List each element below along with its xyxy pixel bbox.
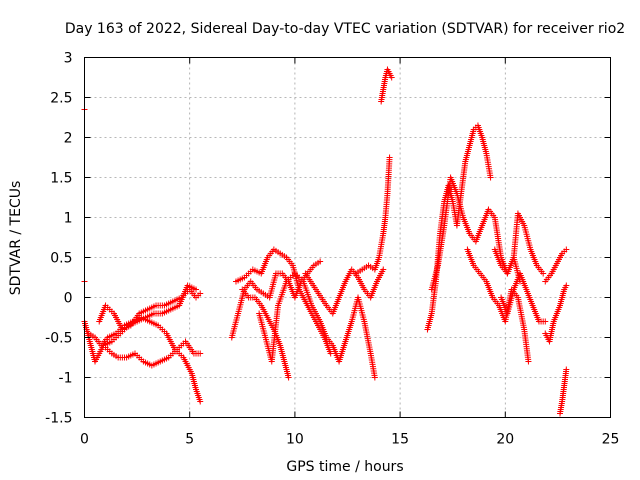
- data-point: [563, 246, 570, 253]
- series-arc-16: [498, 270, 549, 325]
- series-arc-14: [464, 246, 532, 365]
- x-axis-ticks: 0 5 10 15 20 25: [80, 57, 620, 448]
- data-point: [563, 282, 570, 289]
- y-axis-ticks: -1.5 -1 -0.5 0 0.5 1 1.5 2 2.5 3: [45, 51, 611, 427]
- series-arc-2: [85, 314, 204, 405]
- y-tick-label: 3: [64, 51, 73, 67]
- data-point: [542, 318, 549, 325]
- grid-lines: [84, 57, 611, 418]
- y-tick-label: -1: [59, 371, 73, 387]
- series-arc-13: [428, 174, 524, 293]
- chart-title: Day 163 of 2022, Sidereal Day-to-day VTE…: [65, 21, 625, 37]
- series-arc-6: [232, 246, 334, 357]
- data-point: [285, 374, 292, 381]
- series-arc-18: [542, 282, 570, 345]
- x-tick-label: 20: [496, 432, 514, 448]
- data-point: [327, 350, 334, 357]
- data-point: [386, 154, 393, 161]
- y-tick-label: 1: [64, 211, 73, 227]
- x-tick-label: 0: [80, 432, 89, 448]
- series-arc-10: [352, 154, 393, 277]
- x-tick-label: 10: [286, 432, 304, 448]
- data-points: [81, 66, 570, 417]
- y-tick-label: 0: [64, 291, 73, 307]
- data-point: [193, 286, 200, 293]
- series-arc-11: [378, 66, 395, 105]
- series-arc-1: [81, 318, 204, 369]
- y-tick-label: 0.5: [50, 251, 72, 267]
- y-tick-label: 1.5: [50, 171, 72, 187]
- x-tick-label: 25: [602, 432, 620, 448]
- data-point: [540, 270, 547, 277]
- series-arc-4: [100, 282, 200, 349]
- data-point: [371, 374, 378, 381]
- series-arc-12: [424, 122, 494, 333]
- data-point: [197, 350, 204, 357]
- data-point: [487, 174, 494, 181]
- data-point: [197, 290, 204, 297]
- y-tick-label: -1.5: [45, 411, 72, 427]
- y-tick-label: -0.5: [45, 331, 72, 347]
- y-axis-label: SDTVAR / TECUs: [8, 181, 24, 296]
- data-point: [197, 398, 204, 405]
- series-arc-15: [491, 210, 547, 277]
- series-arc-17: [542, 246, 570, 285]
- x-tick-label: 15: [391, 432, 409, 448]
- plot-frame: [84, 57, 611, 418]
- data-point: [317, 258, 324, 265]
- series-arc-8: [256, 270, 378, 381]
- data-point: [525, 358, 532, 365]
- series-arc-19: [557, 366, 570, 417]
- data-point: [380, 266, 387, 273]
- x-axis-label: GPS time / hours: [286, 459, 403, 475]
- x-tick-label: 5: [185, 432, 194, 448]
- y-tick-label: 2.5: [50, 91, 72, 107]
- data-point: [563, 366, 570, 373]
- data-point: [388, 74, 395, 81]
- y-tick-label: 2: [64, 131, 73, 147]
